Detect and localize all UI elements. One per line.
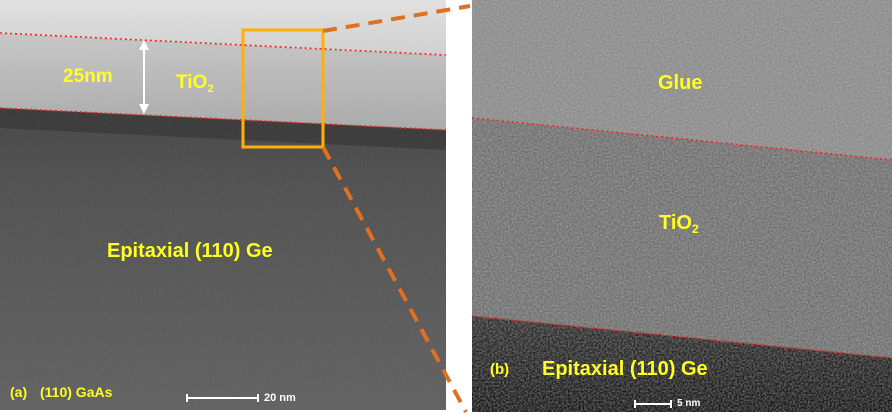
panel-a-tag: (a): [10, 384, 28, 400]
scale-bar-b-label: 5 nm: [677, 398, 701, 409]
glue-label: Glue: [658, 72, 703, 94]
substrate-label-b: Epitaxial (110) Ge: [542, 358, 708, 380]
panel-b-image: [472, 0, 892, 412]
tio2-ge-boundary: [472, 315, 892, 359]
panel-a-image: [0, 0, 446, 410]
grain-texture: [0, 0, 446, 410]
thickness-arrow-head-bottom: [139, 104, 149, 114]
thickness-label: 25nm: [63, 66, 113, 87]
panel-a-tem-image: 25nm TiO2 Epitaxial (110) Ge (a) (110) G…: [0, 0, 446, 410]
base-label: (110) GaAs: [40, 384, 113, 400]
scale-bar-a-label: 20 nm: [264, 392, 296, 404]
panel-b-hrtem-image: Glue TiO2 (b) Epitaxial (110) Ge 5 nm: [472, 0, 892, 412]
substrate-label-a: Epitaxial (110) Ge: [107, 240, 273, 262]
panel-b-tag: (b): [490, 361, 510, 378]
tio2-label-a: TiO2: [176, 72, 214, 95]
glue-tio2-boundary: [472, 117, 892, 161]
inset-region-box: [241, 28, 325, 149]
thickness-arrow-head-top: [139, 40, 149, 50]
grain-texture-b: [472, 0, 892, 412]
tio2-label-b: TiO2: [659, 212, 699, 237]
